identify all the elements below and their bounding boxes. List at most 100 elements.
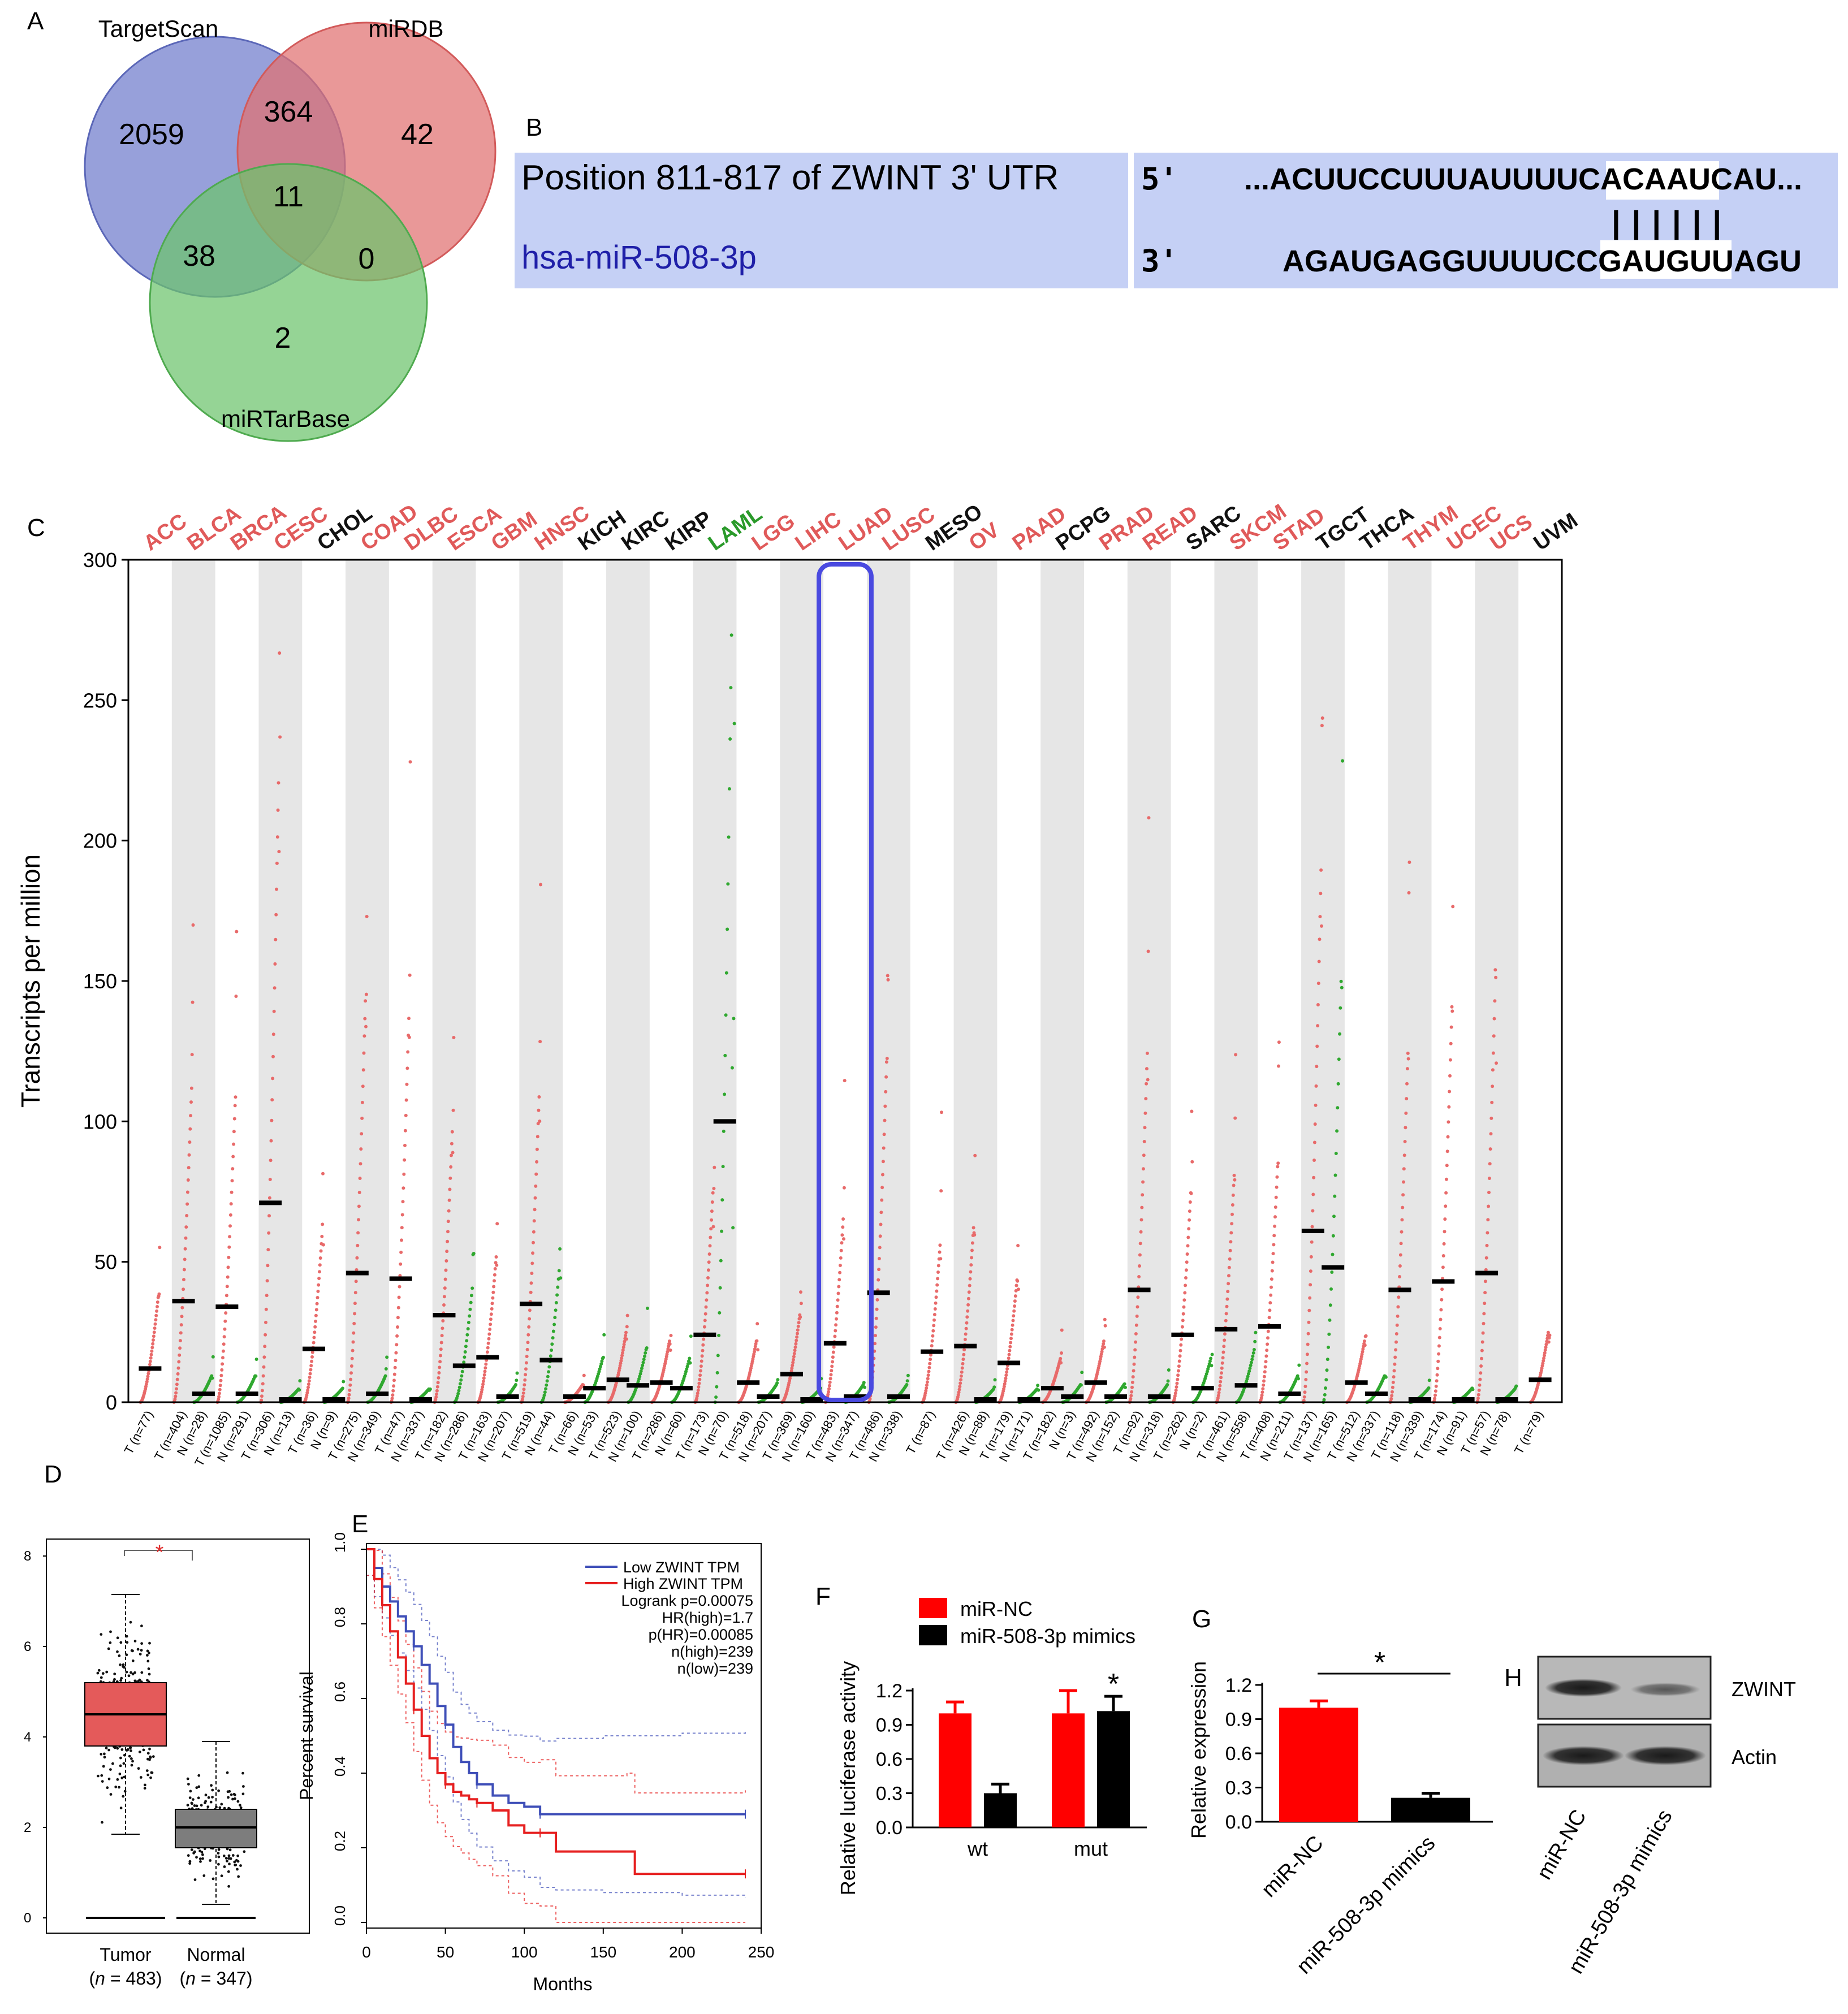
dot-pcpg-normal [1080, 1371, 1084, 1375]
jitter-tumor [118, 1773, 122, 1775]
dot-cesc-tumor [274, 937, 278, 941]
dot-pcpg-tumor [1059, 1361, 1063, 1365]
median-gbm-normal [496, 1394, 519, 1399]
dot-lihc-tumor [789, 1369, 793, 1373]
dot-ucs-tumor [1483, 1302, 1487, 1306]
dot-dlbc-tumor [401, 1200, 405, 1204]
dot-ov-tumor [973, 1233, 977, 1237]
dot-cesc-tumor [261, 1374, 265, 1378]
dot-brca-normal [254, 1358, 258, 1361]
dot-hnsc-normal [556, 1285, 560, 1289]
dot-hnsc-normal [547, 1365, 551, 1369]
dot-cesc-tumor [274, 913, 278, 917]
y-tick-label-1.2: 1.2 [876, 1680, 903, 1702]
dot-kirc-tumor [624, 1330, 628, 1334]
dot-tgct-normal [1339, 979, 1343, 983]
dot-laml-tumor [708, 1244, 712, 1248]
cancer-label-lihc: LIHC [791, 507, 846, 555]
dot-hnsc-normal [552, 1323, 556, 1326]
dot-uvm-tumor [1547, 1336, 1551, 1340]
dot-blca-tumor [173, 1397, 177, 1401]
dot-luad-tumor [827, 1390, 831, 1394]
median-cesc-tumor [259, 1200, 282, 1205]
dot-ucs-tumor [1478, 1383, 1482, 1387]
blot-band-actin-mimics [1625, 1746, 1706, 1765]
dot-ucec-normal [1471, 1388, 1475, 1391]
dot-tgct-tumor [1320, 716, 1324, 720]
y-tick-label-200: 200 [83, 829, 117, 853]
dot-chol-tumor [321, 1243, 325, 1247]
dot-thym-tumor [1402, 1167, 1406, 1171]
dot-laml-tumor [710, 1200, 714, 1204]
dot-hnsc-normal [553, 1316, 557, 1320]
dot-read-tumor [1134, 1332, 1138, 1336]
dot-hnsc-normal [549, 1354, 552, 1358]
dot-kirp-normal [688, 1361, 692, 1365]
dot-hnsc-tumor [532, 1241, 535, 1244]
dot-luad-tumor [843, 1079, 847, 1083]
dot-skcm-tumor [1217, 1388, 1221, 1391]
jitter-normal [188, 1860, 192, 1863]
dot-paad-tumor [1009, 1337, 1013, 1341]
dot-brca-tumor [231, 1167, 235, 1171]
jitter-normal [231, 1854, 235, 1857]
dot-esca-tumor [434, 1395, 438, 1399]
pancancer-y-axis-title: Transcripts per million [16, 854, 45, 1108]
stripe-kirc [606, 560, 650, 1402]
dot-gbm-tumor [490, 1307, 494, 1311]
dot-stad-tumor [1275, 1175, 1279, 1179]
dot-ucec-tumor [1440, 1287, 1444, 1291]
dot-sarc-tumor [1177, 1364, 1181, 1368]
dot-chol-tumor [307, 1379, 311, 1383]
y-tick-label-0.9: 0.9 [1225, 1709, 1252, 1731]
dot-lusc-tumor [884, 1090, 888, 1094]
dot-read-tumor [1136, 1295, 1140, 1299]
median-acc-tumor [139, 1366, 162, 1371]
dot-esca-tumor [452, 1036, 456, 1039]
dot-tgct-tumor [1312, 1140, 1316, 1144]
dot-thym-tumor [1391, 1390, 1394, 1394]
jitter-tumor [119, 1641, 123, 1644]
pancancer-y-axis: 0 50 100 150 200 250 300 [83, 548, 128, 1414]
dot-ucec-tumor [1436, 1367, 1440, 1371]
dot-meso-tumor [932, 1324, 936, 1328]
dot-ov-tumor [972, 1226, 975, 1230]
dot-lihc-tumor [797, 1321, 801, 1325]
median-meso-tumor [921, 1349, 944, 1354]
dot-dlbc-tumor [401, 1186, 405, 1190]
dot-dlbc-tumor [397, 1295, 401, 1299]
median-kirc-normal [627, 1383, 650, 1388]
dot-esca-normal [456, 1391, 460, 1395]
dot-thym-tumor [1400, 1218, 1404, 1222]
dot-tgct-tumor [1315, 1044, 1319, 1048]
dot-kirc-tumor [622, 1342, 626, 1346]
y-tick-label-0.9: 0.9 [876, 1715, 903, 1736]
jitter-tumor [119, 1806, 123, 1810]
stat-n-low: n(low)=239 [677, 1660, 753, 1677]
dot-skcm-tumor [1223, 1338, 1227, 1342]
median-lihc-tumor [780, 1372, 804, 1377]
dot-ov-tumor [965, 1321, 969, 1325]
dot-skcm-tumor [1228, 1248, 1232, 1252]
dot-sarc-normal [1209, 1356, 1213, 1360]
dot-chol-tumor [309, 1364, 313, 1368]
jitter-normal [228, 1790, 231, 1793]
jitter-normal [243, 1850, 246, 1853]
median-esca-normal [452, 1363, 476, 1368]
dot-brca-tumor [222, 1342, 226, 1346]
dot-coad-tumor [365, 915, 369, 918]
venn-count-ts-mirtarbase: 38 [183, 240, 215, 273]
median-ov-tumor [954, 1343, 977, 1349]
dot-luad-tumor [831, 1350, 835, 1354]
dot-ov-normal [993, 1378, 997, 1382]
dot-ucec-tumor [1449, 1025, 1453, 1029]
dot-kich-normal [602, 1333, 606, 1337]
dot-acc-tumor [152, 1330, 156, 1334]
dot-chol-tumor [305, 1391, 309, 1395]
dot-hnsc-tumor [533, 1196, 537, 1200]
dot-dlbc-tumor [398, 1285, 401, 1289]
dot-meso-tumor [940, 1110, 943, 1114]
dot-skcm-tumor [1225, 1304, 1229, 1308]
dot-kirc-tumor [625, 1313, 629, 1317]
utr-position-label: Position 811-817 of ZWINT 3' UTR [521, 158, 1059, 197]
